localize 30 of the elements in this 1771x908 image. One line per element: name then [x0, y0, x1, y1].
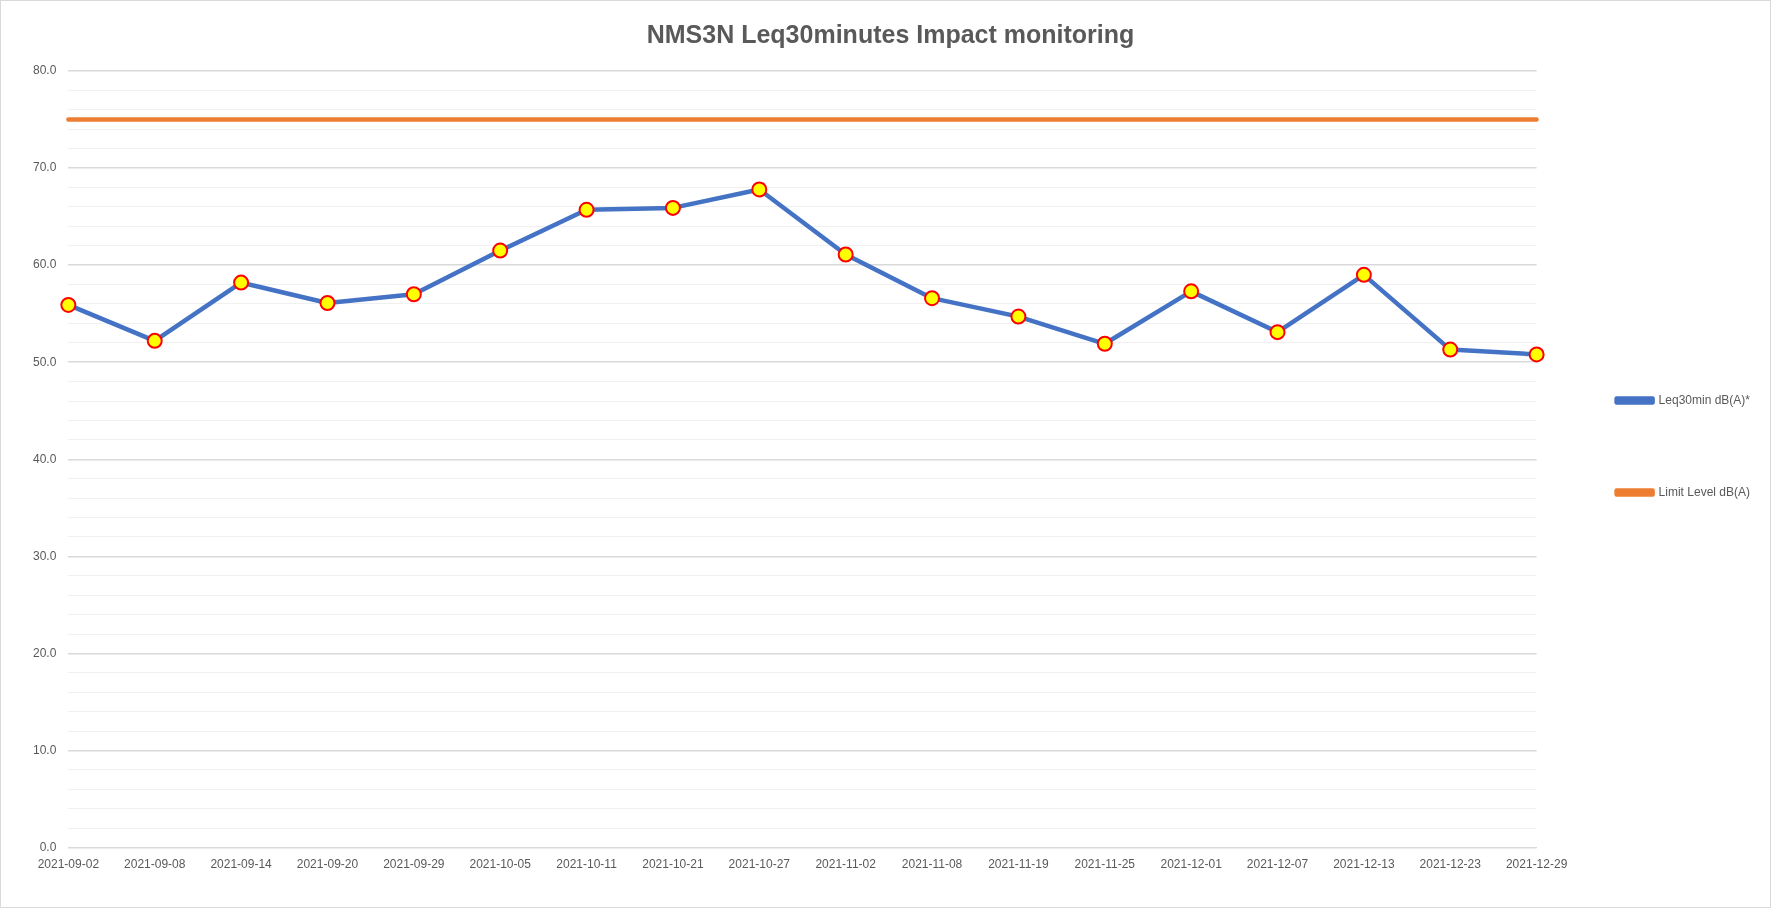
legend-label: Limit Level dB(A) — [1658, 484, 1750, 499]
x-tick-label: 2021-09-20 — [296, 857, 359, 872]
y-tick-label: 10.0 — [33, 742, 57, 757]
y-tick-label: 40.0 — [33, 451, 57, 466]
x-tick-label: 2021-11-08 — [901, 857, 963, 872]
chart-title: NMS3N Leq30minutes Impact monitoring — [646, 19, 1135, 48]
y-tick-label: 70.0 — [33, 160, 57, 175]
x-tick-label: 2021-12-23 — [1419, 857, 1482, 872]
y-tick-label: 30.0 — [33, 548, 57, 563]
x-tick-label: 2021-12-29 — [1505, 857, 1568, 872]
x-tick-label: 2021-10-05 — [469, 857, 532, 872]
x-tick-label: 2021-11-25 — [1074, 857, 1136, 872]
y-tick-label: 80.0 — [33, 63, 57, 78]
y-tick-label: 20.0 — [33, 645, 57, 660]
x-tick-label: 2021-09-29 — [383, 857, 445, 872]
x-tick-label: 2021-12-01 — [1160, 857, 1223, 872]
y-tick-label: 60.0 — [33, 257, 57, 272]
x-tick-label: 2021-10-11 — [556, 857, 618, 872]
x-tick-label: 2021-12-07 — [1246, 857, 1309, 872]
x-tick-label: 2021-10-21 — [642, 857, 704, 872]
legend-label: Leq30min dB(A)* — [1658, 392, 1751, 407]
x-tick-label: 2021-11-19 — [988, 857, 1049, 872]
x-tick-label: 2021-11-02 — [815, 857, 877, 872]
x-tick-label: 2021-10-27 — [728, 857, 791, 872]
x-tick-label: 2021-09-14 — [210, 857, 273, 872]
x-tick-label: 2021-12-13 — [1333, 857, 1395, 872]
x-tick-label: 2021-09-08 — [124, 857, 186, 872]
y-tick-label: 0.0 — [39, 839, 57, 854]
y-tick-label: 50.0 — [33, 354, 57, 369]
x-tick-label: 2021-09-02 — [37, 857, 100, 872]
